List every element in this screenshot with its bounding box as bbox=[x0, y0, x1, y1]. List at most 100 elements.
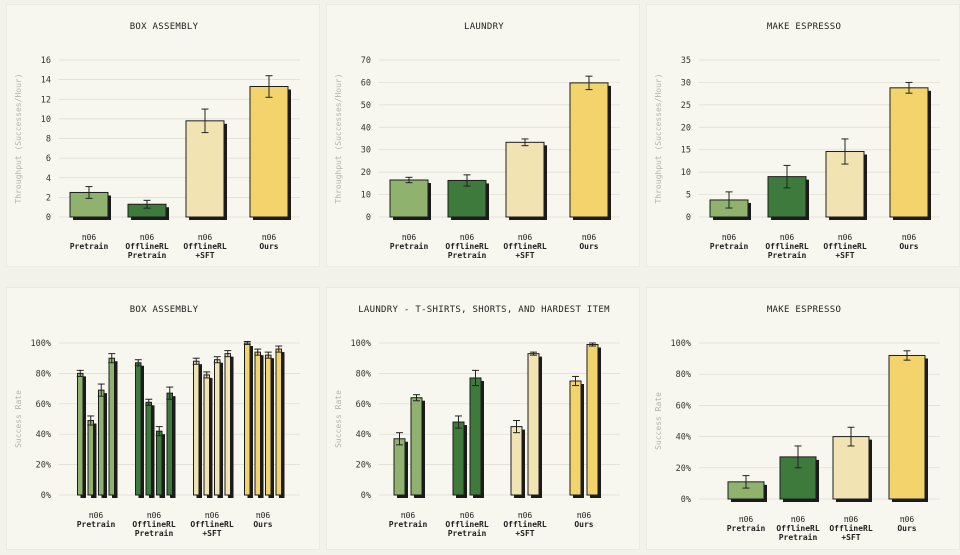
bar bbox=[889, 87, 929, 218]
bar bbox=[203, 374, 210, 496]
chart-svg: 0 10 20 30 40 50 60 70 Throughput (Successes/Hou… bbox=[334, 56, 620, 260]
y-tick-label: 10 bbox=[681, 168, 691, 178]
category-label: Pretrain bbox=[448, 528, 487, 538]
y-tick-label: 40 bbox=[361, 123, 371, 133]
y-tick-label: 2 bbox=[46, 193, 51, 203]
category-label-model: π06 bbox=[838, 233, 853, 242]
y-tick-label: 100% bbox=[31, 339, 51, 349]
y-tick-label: 12 bbox=[41, 95, 51, 105]
chart-svg: 0 2 4 6 8 10 12 14 16 Throughput (Successes/Hour)… bbox=[14, 56, 300, 260]
category-label: Pretrain bbox=[135, 528, 174, 538]
y-tick-label: 35 bbox=[681, 56, 691, 66]
category-label: Pretrain bbox=[389, 519, 428, 529]
category-label-model: π06 bbox=[198, 233, 213, 242]
chart-svg: 0%20%40%60%80%100%Success Rateπ06Pretrai… bbox=[334, 339, 620, 538]
y-tick-label: 8 bbox=[46, 135, 51, 145]
y-tick-label: 60% bbox=[356, 400, 371, 410]
category-label-model: π06 bbox=[844, 515, 859, 524]
category-label: +SFT bbox=[515, 251, 534, 260]
bar bbox=[510, 426, 523, 496]
chart-title: BOX ASSEMBLY bbox=[129, 305, 199, 315]
bar bbox=[832, 436, 870, 500]
chart-title: MAKE ESPRESSO bbox=[766, 305, 842, 315]
y-tick-label: 40% bbox=[36, 430, 51, 440]
category-label: Pretrain bbox=[70, 241, 109, 251]
category-label: Ours bbox=[897, 524, 916, 533]
category-label: OfflineRL bbox=[183, 241, 227, 251]
y-tick-label: 30 bbox=[361, 146, 371, 156]
y-tick-label: 5 bbox=[686, 191, 691, 201]
bar bbox=[389, 179, 429, 218]
bar bbox=[265, 354, 272, 496]
y-tick-label: 50 bbox=[361, 101, 371, 111]
chart-title: MAKE ESPRESSO bbox=[766, 22, 842, 32]
category-label: Ours bbox=[579, 242, 598, 251]
category-label: OfflineRL bbox=[125, 241, 169, 251]
y-tick-label: 60 bbox=[361, 78, 371, 88]
y-tick-label: 4 bbox=[46, 174, 51, 184]
bar bbox=[135, 362, 142, 496]
category-label: Pretrain bbox=[390, 241, 429, 251]
category-label: Pretrain bbox=[710, 241, 749, 251]
category-label-model: π06 bbox=[82, 233, 97, 242]
y-tick-label: 6 bbox=[46, 154, 51, 164]
category-label-model: π06 bbox=[205, 511, 220, 520]
category-label: +SFT bbox=[195, 251, 214, 260]
category-label-model: π06 bbox=[518, 511, 533, 520]
y-tick-label: 60% bbox=[676, 401, 691, 411]
category-label-model: π06 bbox=[577, 511, 592, 520]
y-tick-label: 20% bbox=[36, 461, 51, 471]
category-label-model: π06 bbox=[402, 233, 417, 242]
bar bbox=[527, 353, 540, 496]
panel-box-assembly-success: BOX ASSEMBLY 0% 20% 40% 60% 80% 100% Success R… bbox=[6, 287, 320, 550]
bar bbox=[452, 421, 465, 496]
y-tick-label: 40% bbox=[676, 433, 691, 443]
bar bbox=[87, 420, 94, 496]
y-tick-label: 15 bbox=[681, 146, 691, 156]
category-label-model: π06 bbox=[460, 511, 475, 520]
category-label: OfflineRL bbox=[776, 523, 820, 533]
bar bbox=[214, 359, 221, 496]
y-tick-label: 80% bbox=[36, 369, 51, 379]
category-label-model: π06 bbox=[256, 511, 271, 520]
category-label: OfflineRL bbox=[765, 241, 809, 251]
bar bbox=[224, 353, 231, 496]
bar bbox=[156, 430, 163, 496]
category-label-model: π06 bbox=[739, 515, 754, 524]
y-tick-label: 10 bbox=[41, 115, 51, 125]
category-label: Pretrain bbox=[768, 250, 807, 260]
category-label: Pretrain bbox=[779, 532, 818, 542]
y-axis-label: Throughput (Successes/Hour) bbox=[334, 73, 343, 203]
y-tick-label: 60% bbox=[36, 400, 51, 410]
y-tick-label: 14 bbox=[41, 76, 51, 86]
y-tick-label: 100% bbox=[671, 339, 691, 349]
category-label: OfflineRL bbox=[829, 523, 873, 533]
category-label-model: π06 bbox=[582, 233, 597, 242]
category-label-model: π06 bbox=[147, 511, 162, 520]
category-label: OfflineRL bbox=[445, 519, 489, 529]
category-label: Pretrain bbox=[727, 523, 766, 533]
y-axis-label: Throughput (Successes/Hour) bbox=[654, 73, 663, 203]
category-label: Ours bbox=[259, 242, 278, 251]
bar bbox=[244, 342, 251, 496]
category-label-model: π06 bbox=[401, 511, 416, 520]
chart-svg: 0%20%40%60%80%100%Success Rateπ06Pretrai… bbox=[654, 339, 940, 542]
panel-espresso-throughput: MAKE ESPRESSO 0 5 10 15 20 25 30 35 Throughput (… bbox=[646, 4, 960, 267]
panel-laundry-success: LAUNDRY - T-SHIRTS, SHORTS, AND HARDEST … bbox=[326, 287, 640, 550]
y-tick-label: 0 bbox=[366, 213, 371, 223]
y-axis-label: Success Rate bbox=[334, 390, 343, 448]
category-label: OfflineRL bbox=[503, 241, 547, 251]
category-label: OfflineRL bbox=[503, 519, 547, 529]
y-tick-label: 25 bbox=[681, 101, 691, 111]
bar bbox=[254, 351, 261, 496]
y-tick-label: 10 bbox=[361, 191, 371, 201]
bar bbox=[888, 354, 926, 500]
panel-box-assembly-throughput: BOX ASSEMBLY 0 2 4 6 8 10 12 14 16 Throughput (Su… bbox=[6, 4, 320, 267]
bar bbox=[193, 360, 200, 496]
bar bbox=[505, 141, 545, 218]
bar bbox=[469, 377, 482, 496]
category-label: OfflineRL bbox=[445, 241, 489, 251]
y-tick-label: 0 bbox=[686, 213, 691, 223]
bar bbox=[145, 401, 152, 496]
category-label: +SFT bbox=[835, 251, 854, 260]
